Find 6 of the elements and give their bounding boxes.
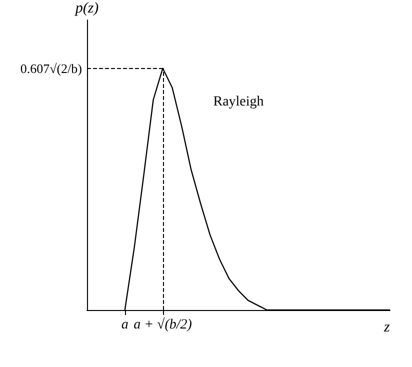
x-tick-label: a (121, 318, 128, 332)
x-axis-title: z (383, 320, 390, 336)
y-axis-title: p(z) (74, 0, 99, 16)
ref-line-label: 0.607√(2/b) (20, 60, 82, 76)
x-tick-label: a + √(b/2) (134, 316, 192, 332)
text: Rayleigh (213, 94, 264, 110)
